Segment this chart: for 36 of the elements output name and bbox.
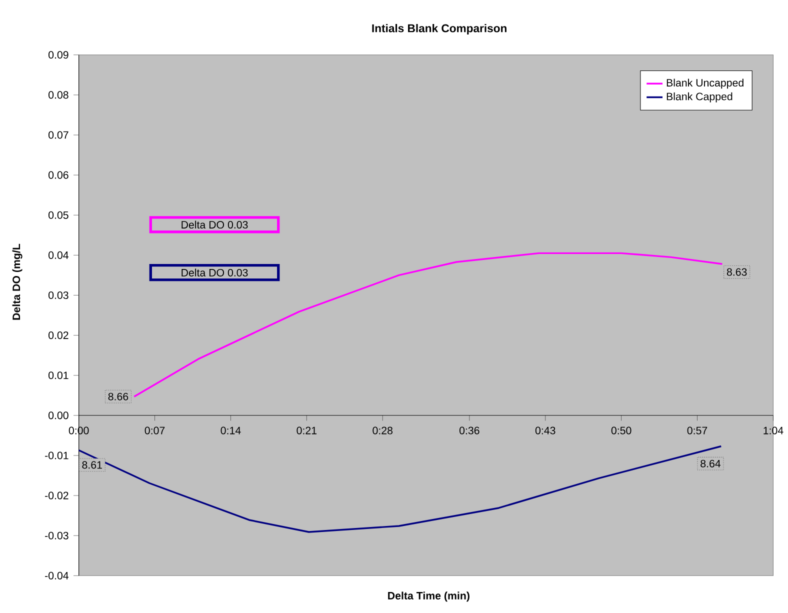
annotation: 8.61 [82,461,102,469]
annotation: Delta DO 0.03 [182,268,248,277]
line-series [78,446,722,534]
y-tick-label: -0.01 [45,452,68,460]
y-tick-label: 0.01 [48,372,68,380]
y-tick-label: -0.04 [45,572,68,580]
y-tick-label: 0.09 [48,51,68,59]
y-axis-title: Delta DO (mg/L [12,244,22,320]
y-tick-label: 0.07 [48,131,68,139]
legend-label: Blank Uncapped [666,78,744,89]
line-series [133,252,724,398]
y-tick-label: 0.06 [48,171,68,180]
x-tick-label: 0:43 [535,426,556,435]
x-tick-label: 0:57 [687,426,708,435]
x-tick-label: 0:21 [296,426,317,435]
x-tick-label: 0:50 [611,426,632,435]
x-tick-label: 0:14 [220,426,241,435]
y-tick-label: -0.03 [45,532,68,540]
annotation: 8.66 [108,393,128,401]
y-tick-label: 0.05 [48,212,68,220]
annotation: 8.63 [726,268,747,276]
y-tick-label: -0.02 [45,492,68,500]
annotation: 8.64 [700,460,721,468]
y-tick-label: 0.02 [48,332,68,340]
y-tick-label: 0.04 [48,252,68,260]
annotation: Delta DO 0.03 [182,220,248,229]
y-tick-label: 0.03 [48,292,68,300]
legend-label: Blank Capped [666,92,732,103]
y-tick-label: 0.08 [48,91,68,99]
x-tick-label: 0:07 [144,426,165,435]
x-tick-label: 0:28 [372,426,392,435]
y-tick-label: 0.00 [48,412,68,420]
x-tick-label: 0:36 [459,426,480,435]
x-axis-title: Delta Time (min) [388,592,470,602]
chart-title: Intials Blank Comparison [372,24,506,35]
x-tick-label: 1:04 [764,426,784,435]
